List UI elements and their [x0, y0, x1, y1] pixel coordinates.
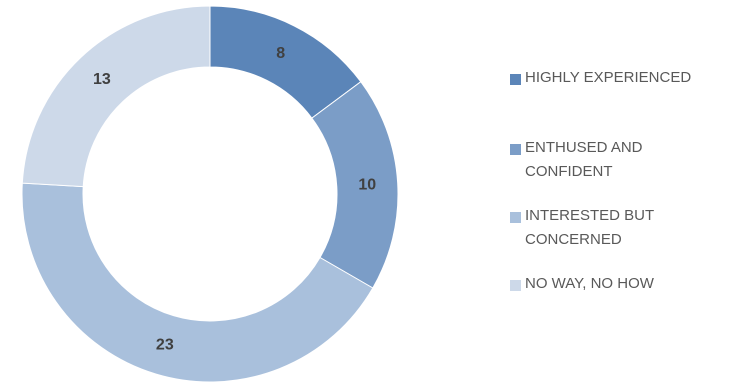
legend: HIGHLY EXPERIENCED ENTHUSED AND CONFIDEN… [510, 0, 750, 382]
legend-item-no-way-no-how: NO WAY, NO HOW [510, 275, 750, 296]
slice-interested-but-concerned [21, 182, 374, 382]
legend-swatch-highly-experienced [510, 74, 521, 85]
legend-swatch-interested-but-concerned [510, 212, 521, 223]
slices-group [21, 5, 399, 382]
slice-no-way-no-how [21, 5, 211, 188]
legend-label-enthused-and-confident: ENTHUSED AND CONFIDENT [525, 139, 643, 180]
legend-label-highly-experienced: HIGHLY EXPERIENCED [525, 69, 692, 86]
legend-label-interested-but-concerned: INTERESTED BUT CONCERNED [525, 207, 654, 248]
legend-item-highly-experienced: HIGHLY EXPERIENCED [510, 69, 750, 90]
slice-enthused-and-confident [311, 81, 399, 289]
data-label-no-way-no-how: 13 [93, 71, 111, 88]
legend-item-enthused-and-confident: ENTHUSED AND CONFIDENT [510, 139, 750, 184]
legend-swatch-no-way-no-how [510, 280, 521, 291]
data-labels-group: 8 10 23 13 [93, 45, 376, 354]
legend-swatch-enthused-and-confident [510, 144, 521, 155]
legend-item-interested-but-concerned: INTERESTED BUT CONCERNED [510, 207, 750, 252]
data-label-interested-but-concerned: 23 [156, 336, 174, 353]
legend-label-no-way-no-how: NO WAY, NO HOW [525, 275, 654, 292]
data-label-highly-experienced: 8 [276, 45, 285, 62]
data-label-enthused-and-confident: 10 [358, 176, 376, 193]
